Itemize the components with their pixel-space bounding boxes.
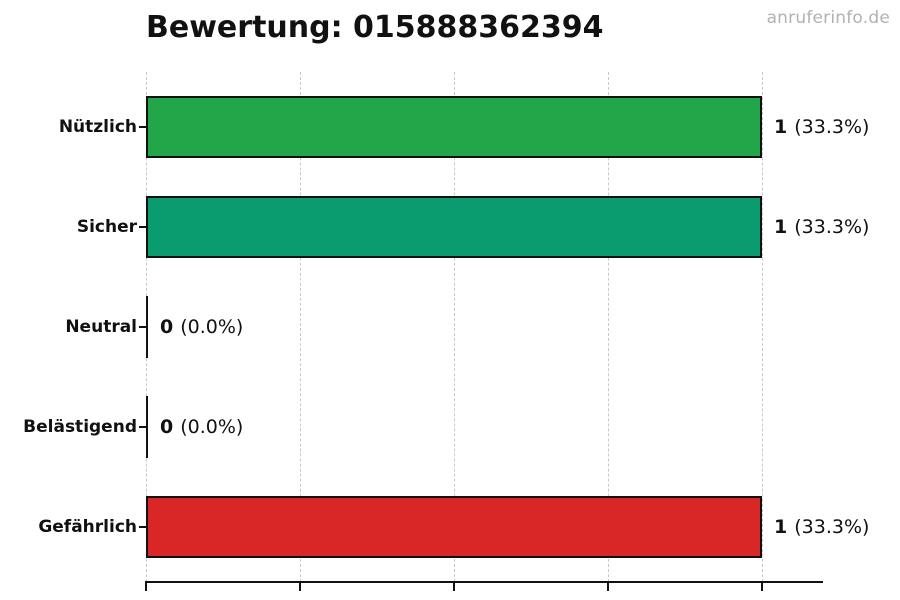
gridline [762, 72, 763, 582]
y-tick [139, 226, 146, 228]
x-axis-tick [607, 582, 609, 591]
category-label-neutral: Neutral [65, 317, 137, 337]
x-axis-tick [145, 582, 147, 591]
bar-row: Belästigend 0 (0.0%) [0, 396, 900, 458]
bar-belaestigend [146, 396, 148, 458]
y-tick [139, 126, 146, 128]
bar-row: Nützlich 1 (33.3%) [0, 96, 900, 158]
bar-row: Sicher 1 (33.3%) [0, 196, 900, 258]
value-label: 1 (33.3%) [774, 216, 870, 238]
category-label-gefaehrlich: Gefährlich [38, 517, 137, 537]
bar-gefaehrlich [146, 496, 762, 558]
value-label: 0 (0.0%) [160, 416, 244, 438]
y-tick [139, 426, 146, 428]
bar-nuetzlich [146, 96, 762, 158]
y-tick [139, 326, 146, 328]
category-label-belaestigend: Belästigend [23, 417, 137, 437]
value-label: 0 (0.0%) [160, 316, 244, 338]
bar-row: Neutral 0 (0.0%) [0, 296, 900, 358]
value-label: 1 (33.3%) [774, 116, 870, 138]
category-label-sicher: Sicher [76, 217, 137, 237]
watermark: anruferinfo.de [766, 8, 890, 28]
bar-neutral [146, 296, 148, 358]
chart-title: Bewertung: 015888362394 [146, 10, 604, 45]
x-axis-line [145, 581, 823, 583]
bar-sicher [146, 196, 762, 258]
bar-row: Gefährlich 1 (33.3%) [0, 496, 900, 558]
gridline [300, 72, 301, 582]
gridline [608, 72, 609, 582]
value-label: 1 (33.3%) [774, 516, 870, 538]
gridline [454, 72, 455, 582]
x-axis-tick [453, 582, 455, 591]
category-label-nuetzlich: Nützlich [58, 117, 137, 137]
y-tick [139, 526, 146, 528]
x-axis-tick [761, 582, 763, 591]
x-axis-tick [299, 582, 301, 591]
